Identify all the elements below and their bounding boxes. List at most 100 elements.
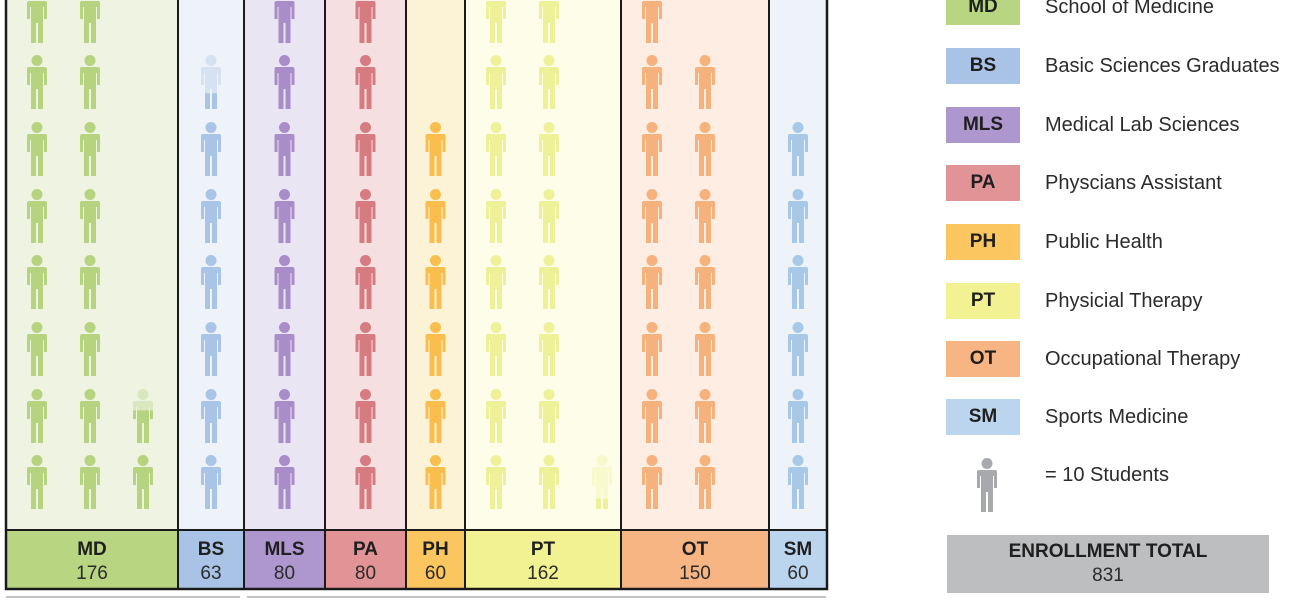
legend-label: Physcians Assistant <box>1045 172 1222 194</box>
student-icon <box>539 189 559 243</box>
student-icon <box>486 1 506 43</box>
student-icon <box>201 455 221 509</box>
program-code-label: PT <box>531 539 556 560</box>
legend-item-mls: MLS Medical Lab Sciences <box>946 107 1300 143</box>
program-column-ph: PH 60 <box>405 0 466 590</box>
student-icon <box>201 389 221 443</box>
program-value-label: 80 <box>274 563 295 584</box>
student-icon <box>27 455 47 509</box>
legend-item-md: MD School of Medicine <box>946 0 1300 25</box>
student-icon <box>80 122 100 176</box>
student-icon <box>425 122 446 176</box>
program-column-md: MD 176 <box>5 0 179 590</box>
student-icon <box>274 189 295 243</box>
student-icon <box>80 389 100 443</box>
enrollment-pictograph: MD 176 BS 63 MLS 80 PA 80 PH 60 PT 162 OT 150 SM 60 <box>4 0 829 598</box>
enrollment-total-box: ENROLLMENT TOTAL 831 <box>947 535 1269 593</box>
legend-item-ph: PH Public Health <box>946 224 1300 260</box>
student-icon <box>27 189 47 243</box>
legend-item-bs: BS Basic Sciences Graduates <box>946 48 1300 84</box>
student-icon <box>788 122 808 176</box>
program-value-label: 60 <box>425 563 446 584</box>
student-icon <box>539 455 559 509</box>
student-icon <box>486 122 506 176</box>
student-icon <box>80 55 100 109</box>
student-icon <box>425 455 446 509</box>
legend-swatch: PA <box>946 165 1020 201</box>
student-icon <box>788 189 808 243</box>
program-code-label: PH <box>422 539 448 560</box>
student-icon <box>27 55 47 109</box>
student-icon <box>695 322 715 376</box>
program-code-label: MLS <box>264 539 304 560</box>
program-value-label: 80 <box>355 563 376 584</box>
program-column-pa: PA 80 <box>324 0 407 590</box>
student-icon <box>539 322 559 376</box>
program-column-sm: SM 60 <box>768 0 828 590</box>
student-icon <box>80 455 100 509</box>
student-icon <box>355 322 376 376</box>
student-icon <box>425 389 446 443</box>
student-icon <box>642 122 662 176</box>
student-icon <box>695 389 715 443</box>
student-icon <box>80 189 100 243</box>
legend-item-ot: OT Occupational Therapy <box>946 341 1300 377</box>
student-icon <box>425 255 446 309</box>
legend-swatch: SM <box>946 399 1020 435</box>
legend-label: Sports Medicine <box>1045 406 1189 428</box>
student-icon <box>355 389 376 443</box>
student-icon <box>642 389 662 443</box>
program-code-label: SM <box>784 539 813 560</box>
student-icon <box>274 255 295 309</box>
program-code-label: OT <box>682 539 709 560</box>
person-icon <box>977 458 997 512</box>
student-icon <box>27 255 47 309</box>
program-label-band <box>5 529 179 590</box>
legend-label: Occupational Therapy <box>1045 348 1241 370</box>
program-code-label: MD <box>77 539 107 560</box>
student-icon <box>201 322 221 376</box>
legend-label: Medical Lab Sciences <box>1045 114 1240 136</box>
student-icon <box>695 189 715 243</box>
column-background <box>405 0 466 590</box>
legend-swatch: PH <box>946 224 1020 260</box>
student-icon <box>425 189 446 243</box>
program-label-band <box>177 529 245 590</box>
student-icon <box>27 1 47 43</box>
legend-swatch: BS <box>946 48 1020 84</box>
student-icon <box>27 122 47 176</box>
student-icon <box>788 455 808 509</box>
program-column-mls: MLS 80 <box>243 0 326 590</box>
student-icon <box>695 55 715 109</box>
legend-label: Physicial Therapy <box>1045 290 1203 312</box>
legend-swatch: OT <box>946 341 1020 377</box>
student-icon <box>642 189 662 243</box>
student-icon <box>642 322 662 376</box>
student-icon <box>201 189 221 243</box>
program-label-band <box>620 529 770 590</box>
student-icon <box>539 389 559 443</box>
student-icon <box>695 122 715 176</box>
student-icon <box>274 1 295 43</box>
student-icon <box>539 255 559 309</box>
column-background <box>768 0 828 590</box>
student-icon <box>486 389 506 443</box>
legend-key-label: = 10 Students <box>1045 464 1169 486</box>
legend-swatch: PT <box>946 283 1020 319</box>
enrollment-total-title: ENROLLMENT TOTAL <box>1008 541 1208 562</box>
student-icon <box>539 1 559 43</box>
legend-item-pt: PT Physicial Therapy <box>946 283 1300 319</box>
student-icon <box>788 389 808 443</box>
student-icon <box>695 455 715 509</box>
student-icon <box>486 255 506 309</box>
program-value-label: 60 <box>787 563 808 584</box>
enrollment-total-value: 831 <box>1092 565 1124 586</box>
student-icon <box>133 455 153 509</box>
program-value-label: 176 <box>76 563 108 584</box>
legend-label: Public Health <box>1045 231 1163 253</box>
chart-frame <box>4 0 829 591</box>
program-value-label: 150 <box>679 563 711 584</box>
student-icon <box>355 55 376 109</box>
student-icon <box>274 389 295 443</box>
student-icon <box>642 1 662 43</box>
